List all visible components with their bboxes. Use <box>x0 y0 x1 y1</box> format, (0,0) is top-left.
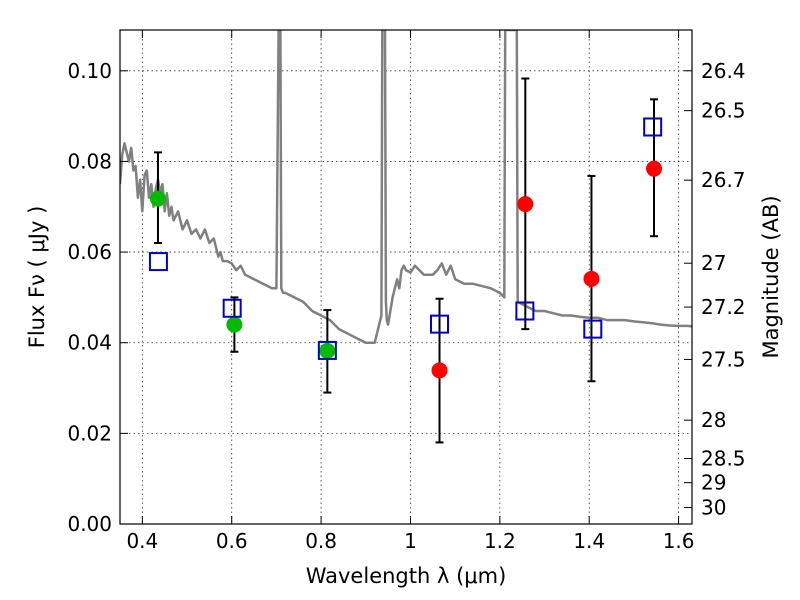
right-tick-label: 29 <box>701 471 726 495</box>
sed-model-layer <box>120 30 692 344</box>
y-tick-label: 0.00 <box>67 512 112 536</box>
grid <box>120 30 692 525</box>
y-tick-label: 0.08 <box>67 149 112 173</box>
model-square-point <box>643 117 663 137</box>
right-tick-label: 28 <box>701 408 726 432</box>
x-tick-label: 0.8 <box>305 529 337 553</box>
model-square-point <box>583 319 603 339</box>
x-tick-label: 1 <box>404 529 417 553</box>
sed-model-line <box>120 30 692 344</box>
right-tick-label: 27.2 <box>701 295 746 319</box>
model-square-point <box>148 252 168 272</box>
right-tick-label: 27.5 <box>701 347 746 371</box>
green-observed-point <box>319 342 336 359</box>
y-axis-label: Flux Fν ( μJy ) <box>25 206 49 349</box>
model-square-point <box>317 340 337 360</box>
y-tick-label: 0.10 <box>67 59 112 83</box>
ticks: 0.4 0.6 0.8 1 1.2 1.4 1.6 0.00 0.02 0.04 0.06 0.08 0… <box>67 30 746 553</box>
model-square-point <box>430 314 450 334</box>
x-tick-label: 0.4 <box>126 529 158 553</box>
green-observed-point <box>149 190 166 207</box>
red-observed-point <box>517 196 534 213</box>
errorbars <box>153 77 659 444</box>
right-tick-label: 26.4 <box>701 59 746 83</box>
red-observed-point <box>646 160 663 177</box>
x-tick-label: 0.6 <box>216 529 248 553</box>
right-tick-label: 30 <box>701 496 726 520</box>
x-tick-label: 1.6 <box>663 529 695 553</box>
markers <box>148 117 663 379</box>
x-tick-label: 1.4 <box>573 529 605 553</box>
right-axis-label: Magnitude (AB) <box>759 195 783 358</box>
right-tick-label: 26.7 <box>701 168 746 192</box>
right-tick-label: 28.5 <box>701 446 746 470</box>
right-tick-label: 27 <box>701 251 726 275</box>
y-tick-label: 0.02 <box>67 421 112 445</box>
right-tick-label: 26.5 <box>701 99 746 123</box>
red-observed-point <box>583 270 600 287</box>
model-square-point <box>515 301 535 321</box>
y-tick-label: 0.04 <box>67 331 112 355</box>
y-tick-label: 0.06 <box>67 240 112 264</box>
model-square-point <box>222 298 242 318</box>
green-observed-point <box>226 316 243 333</box>
red-observed-point <box>431 362 448 379</box>
x-axis-label: Wavelength λ (μm) <box>306 564 507 588</box>
x-tick-label: 1.2 <box>484 529 516 553</box>
plot-frame <box>119 29 693 525</box>
